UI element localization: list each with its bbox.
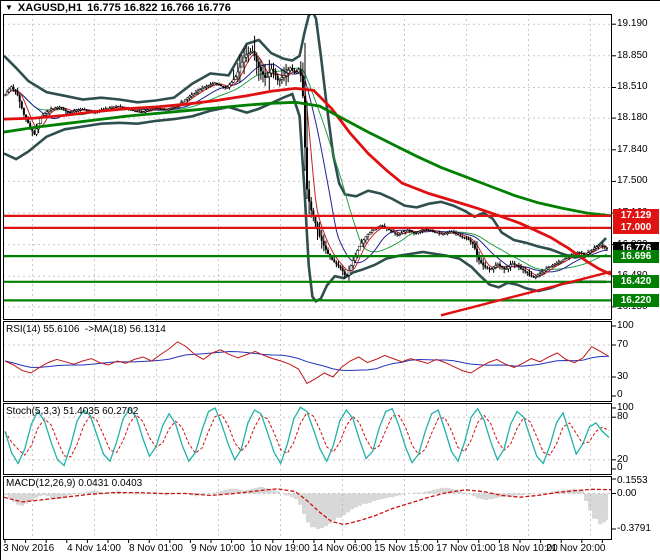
time-tick-label: 4 Nov 14:00 <box>67 543 121 554</box>
time-tick-label: 3 Nov 2016 <box>3 543 55 554</box>
symbol-dropdown-icon[interactable]: ▼ <box>5 3 13 12</box>
stoch-indicator-label: Stoch(5,3,3) 51.4035 60.2702 <box>6 406 139 417</box>
macd-indicator-label: MACD(12,26,9) 0.0431 0.0403 <box>6 478 143 489</box>
rsi-tick-label: 30 <box>617 371 629 382</box>
time-tick-label: 9 Nov 10:00 <box>191 543 245 554</box>
level-price-badge: 16.220 <box>613 293 659 307</box>
macd-tick-label: -0.3791 <box>617 522 651 534</box>
level-price-badge: 16.696 <box>613 249 659 263</box>
time-tick-label: 17 Nov 01:00 <box>436 543 496 554</box>
chart-header: ▼ XAGUSD,H1 16.775 16.822 16.766 16.776 <box>5 1 231 14</box>
ohlc-values: 16.775 16.822 16.766 16.776 <box>87 1 231 14</box>
time-tick-label: 8 Nov 01:00 <box>129 543 183 554</box>
rsi-indicator-label: RSI(14) 55.6106 ->MA(18) 56.1314 <box>6 324 166 335</box>
price-tick-label: 17.500 <box>617 175 648 187</box>
symbol-period-label: XAGUSD,H1 <box>17 1 83 14</box>
level-price-badge: 17.129 <box>613 209 659 223</box>
rsi-tick-label: 100 <box>617 320 634 331</box>
time-tick-label: 18 Nov 10:00 <box>498 543 558 554</box>
level-price-badge: 16.420 <box>613 275 659 289</box>
rsi-tick-label: 70 <box>617 339 629 350</box>
price-tick-label: 18.510 <box>617 81 648 93</box>
price-tick-label: 18.180 <box>617 112 648 124</box>
time-tick-label: 21 Nov 20:00 <box>546 543 606 554</box>
price-tick-label: 18.850 <box>617 49 648 61</box>
stoch-tick-label: 20 <box>617 453 629 465</box>
macd-tick-label: 0.1553 <box>617 475 648 486</box>
rsi-tick-label: 0 <box>617 389 623 400</box>
time-tick-label: 15 Nov 15:00 <box>374 543 434 554</box>
price-tick-label: 19.190 <box>617 18 648 30</box>
price-tick-label: 17.840 <box>617 143 648 155</box>
stoch-tick-label: 0 <box>617 462 623 473</box>
stoch-tick-label: 100 <box>617 402 634 413</box>
time-tick-label: 10 Nov 19:00 <box>250 543 310 554</box>
stoch-tick-label: 80 <box>617 411 629 423</box>
macd-tick-label: 0.00 <box>617 487 637 499</box>
time-tick-label: 14 Nov 06:00 <box>312 543 372 554</box>
level-price-badge: 17.000 <box>613 221 659 235</box>
